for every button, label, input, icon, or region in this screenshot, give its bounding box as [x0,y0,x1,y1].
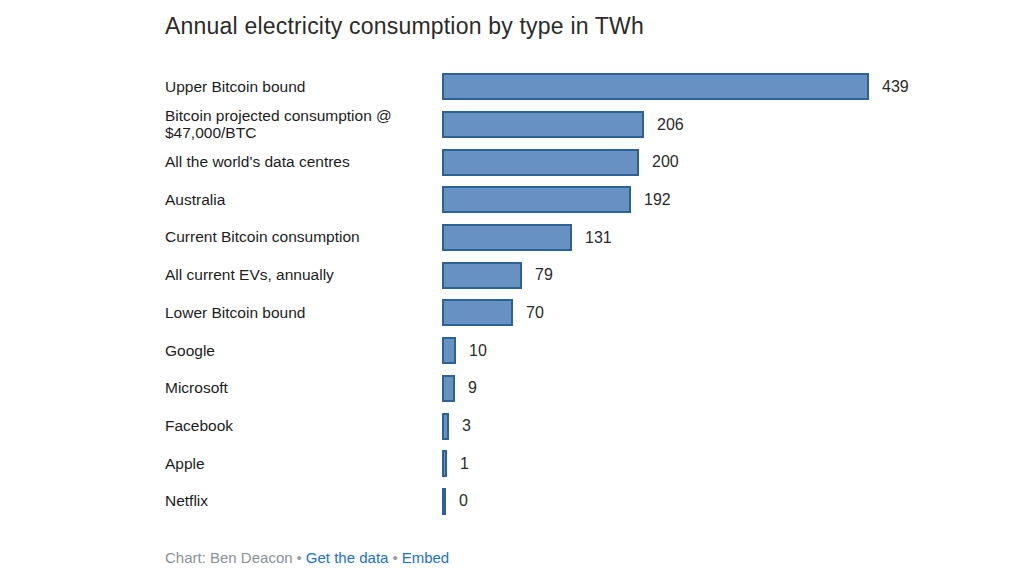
chart-row: Bitcoin projected consumption @ $47,000/… [165,106,965,144]
category-label: Lower Bitcoin bound [165,305,442,321]
bar-zone: 192 [442,181,965,219]
bar-zone: 79 [442,256,965,294]
chart-footer: Chart: Ben Deacon•Get the data•Embed [165,549,449,566]
value-label: 1 [460,455,469,473]
category-label: Facebook [165,418,442,434]
chart-credit: Chart: Ben Deacon [165,549,293,566]
bar [442,224,572,251]
chart-row: All current EVs, annually 79 [165,256,965,294]
category-label: All the world's data centres [165,154,442,170]
bar [442,337,456,364]
chart-row: Microsoft 9 [165,370,965,408]
chart-row: Apple 1 [165,445,965,483]
chart-row: Google 10 [165,332,965,370]
chart-row: Upper Bitcoin bound 439 [165,68,965,106]
bar-zone: 439 [442,68,965,106]
value-label: 9 [468,379,477,397]
chart-row: All the world's data centres 200 [165,143,965,181]
category-label: Apple [165,456,442,472]
bar-zone: 200 [442,143,965,181]
category-label: Upper Bitcoin bound [165,79,442,95]
bar-zone: 10 [442,332,965,370]
chart-row: Lower Bitcoin bound 70 [165,294,965,332]
bar-zone: 3 [442,407,965,445]
value-label: 0 [459,492,468,510]
category-label: Bitcoin projected consumption @ $47,000/… [165,108,442,141]
category-label: Microsoft [165,380,442,396]
bar [442,149,639,176]
get-the-data-link[interactable]: Get the data [306,549,389,566]
footer-separator: • [293,549,306,566]
value-label: 10 [469,342,487,360]
value-label: 70 [526,304,544,322]
category-label: Current Bitcoin consumption [165,229,442,245]
bar [442,111,644,138]
category-label: All current EVs, annually [165,267,442,283]
bar [442,299,513,326]
value-label: 206 [657,116,684,134]
bar [442,450,447,477]
chart-row: Netflix 0 [165,483,965,521]
chart-canvas: Annual electricity consumption by type i… [0,0,1024,576]
chart-title: Annual electricity consumption by type i… [165,13,644,40]
value-label: 79 [535,266,553,284]
chart-row: Facebook 3 [165,407,965,445]
value-label: 200 [652,153,679,171]
chart-row: Australia 192 [165,181,965,219]
category-label: Australia [165,192,442,208]
value-label: 192 [644,191,671,209]
embed-link[interactable]: Embed [402,549,450,566]
category-label: Google [165,343,442,359]
bar [442,186,631,213]
bar-zone: 131 [442,219,965,257]
value-label: 439 [882,78,909,96]
bar-chart: Upper Bitcoin bound 439 Bitcoin projected … [165,68,965,520]
bar-zone: 70 [442,294,965,332]
bar-zone: 9 [442,370,965,408]
bar [442,73,869,100]
bar [442,413,449,440]
category-label: Netflix [165,493,442,509]
chart-row: Current Bitcoin consumption 131 [165,219,965,257]
bar [442,488,446,515]
value-label: 131 [585,229,612,247]
bar [442,375,455,402]
bar [442,262,522,289]
footer-separator: • [388,549,401,566]
bar-zone: 1 [442,445,965,483]
value-label: 3 [462,417,471,435]
bar-zone: 0 [442,483,965,521]
bar-zone: 206 [442,106,965,144]
